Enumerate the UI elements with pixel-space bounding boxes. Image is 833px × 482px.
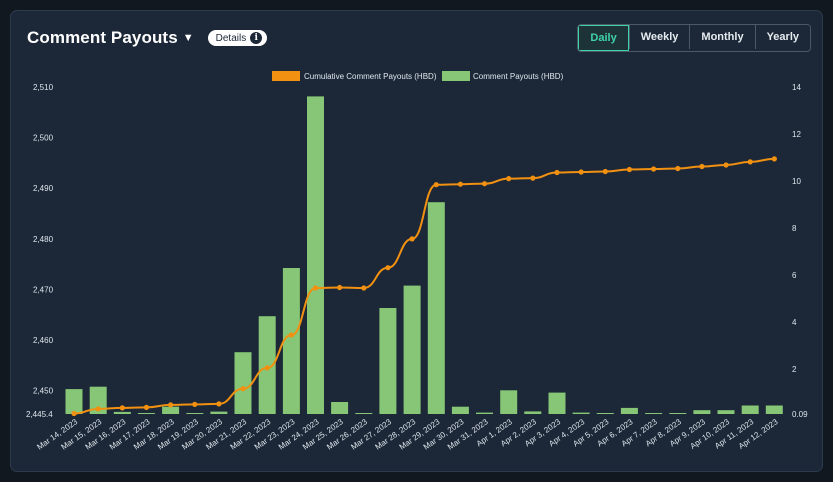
- page-title: Comment Payouts: [27, 28, 178, 47]
- range-yearly-button[interactable]: Yearly: [754, 25, 810, 49]
- left-axis-tick: 2,510: [33, 83, 54, 92]
- payout-bar[interactable]: [113, 411, 131, 414]
- payout-bar[interactable]: [186, 413, 204, 414]
- payout-bar[interactable]: [89, 386, 107, 414]
- cumulative-point[interactable]: [747, 159, 753, 165]
- cumulative-point[interactable]: [481, 181, 488, 187]
- legend-label-cumulative: Cumulative Comment Payouts (HBD): [304, 72, 437, 81]
- payout-bar[interactable]: [524, 411, 542, 414]
- range-monthly-button[interactable]: Monthly: [689, 25, 755, 49]
- cumulative-point[interactable]: [626, 166, 633, 173]
- range-toggle: Daily Weekly Monthly Yearly: [577, 24, 811, 52]
- cumulative-point[interactable]: [216, 401, 222, 407]
- right-axis-tick: 12: [792, 130, 801, 139]
- payout-bar[interactable]: [331, 402, 349, 414]
- cumulative-point[interactable]: [699, 163, 705, 170]
- right-axis-tick: 0.09: [792, 410, 808, 419]
- right-axis-tick: 2: [792, 365, 797, 374]
- cumulative-point[interactable]: [409, 236, 415, 242]
- payout-bar[interactable]: [65, 389, 83, 414]
- details-label: Details: [215, 32, 247, 44]
- payout-bar[interactable]: [403, 285, 421, 414]
- right-axis-tick: 14: [792, 83, 801, 92]
- cumulative-point[interactable]: [361, 285, 367, 291]
- payout-bar[interactable]: [596, 413, 614, 414]
- chart-legend: Cumulative Comment Payouts (HBD) Comment…: [272, 71, 564, 81]
- cumulative-point[interactable]: [95, 406, 101, 412]
- payout-bar[interactable]: [137, 413, 155, 414]
- payout-bar[interactable]: [476, 412, 493, 414]
- left-axis-tick: 2,450: [33, 387, 54, 396]
- payout-bar[interactable]: [282, 268, 300, 414]
- info-icon: i: [250, 32, 263, 44]
- payout-bar[interactable]: [427, 202, 445, 414]
- cumulative-point[interactable]: [71, 410, 77, 417]
- payout-bar[interactable]: [162, 406, 180, 414]
- payout-bar[interactable]: [548, 392, 566, 414]
- cumulative-point[interactable]: [602, 168, 608, 175]
- payout-bar[interactable]: [258, 316, 276, 414]
- payout-bar[interactable]: [234, 352, 252, 414]
- payout-bar[interactable]: [717, 410, 735, 414]
- cumulative-point[interactable]: [530, 175, 536, 181]
- range-daily-button[interactable]: Daily: [578, 25, 629, 51]
- title-row: Comment Payouts ▼ Details i: [27, 28, 268, 48]
- cumulative-point[interactable]: [433, 182, 439, 188]
- payout-bar[interactable]: [645, 413, 663, 414]
- right-axis-tick: 6: [792, 271, 797, 280]
- cumulative-point[interactable]: [771, 156, 777, 162]
- payout-bar[interactable]: [451, 406, 469, 414]
- payout-bar[interactable]: [355, 413, 373, 414]
- payout-bar[interactable]: [307, 96, 324, 415]
- cumulative-point[interactable]: [288, 332, 294, 338]
- cumulative-line: [73, 157, 775, 415]
- cumulative-point[interactable]: [723, 162, 729, 168]
- left-axis-tick: 2,500: [33, 134, 54, 143]
- left-axis-tick: 2,490: [33, 184, 54, 193]
- legend-label-payouts: Comment Payouts (HBD): [473, 72, 564, 81]
- payout-bar[interactable]: [500, 390, 518, 414]
- payout-bar[interactable]: [765, 405, 783, 415]
- cumulative-point[interactable]: [554, 169, 560, 176]
- cumulative-point[interactable]: [192, 401, 198, 407]
- cumulative-point[interactable]: [119, 405, 125, 411]
- cumulative-point[interactable]: [578, 169, 584, 175]
- payout-bar[interactable]: [572, 412, 590, 414]
- chevron-down-icon[interactable]: ▼: [182, 32, 194, 44]
- cumulative-point[interactable]: [168, 402, 174, 408]
- cumulative-point[interactable]: [651, 166, 657, 172]
- right-axis-tick: 8: [792, 224, 797, 233]
- right-axis-tick: 10: [792, 177, 801, 186]
- cumulative-point[interactable]: [264, 365, 270, 371]
- range-weekly-button[interactable]: Weekly: [628, 25, 690, 49]
- payout-bar[interactable]: [669, 413, 687, 414]
- legend-swatch-payouts: [442, 71, 470, 81]
- cumulative-point[interactable]: [240, 386, 246, 392]
- cumulative-point[interactable]: [143, 404, 150, 410]
- legend-swatch-cumulative: [272, 71, 300, 81]
- payout-bar[interactable]: [693, 410, 711, 414]
- payout-bar[interactable]: [379, 308, 397, 414]
- left-axis-tick: 2,480: [33, 235, 54, 244]
- payout-bar[interactable]: [741, 405, 759, 415]
- cumulative-point[interactable]: [337, 284, 343, 291]
- cumulative-point[interactable]: [675, 165, 681, 172]
- payout-bar[interactable]: [210, 411, 228, 414]
- left-axis-tick: 2,445.4: [26, 410, 53, 419]
- cumulative-point[interactable]: [457, 181, 463, 187]
- left-axis-tick: 2,470: [33, 286, 54, 295]
- cumulative-point[interactable]: [312, 285, 319, 291]
- details-button[interactable]: Details i: [207, 30, 268, 46]
- left-axis-tick: 2,460: [33, 336, 54, 345]
- right-axis-tick: 4: [792, 318, 797, 327]
- payout-bar[interactable]: [620, 407, 638, 414]
- cumulative-point[interactable]: [385, 265, 391, 271]
- cumulative-point[interactable]: [506, 176, 512, 182]
